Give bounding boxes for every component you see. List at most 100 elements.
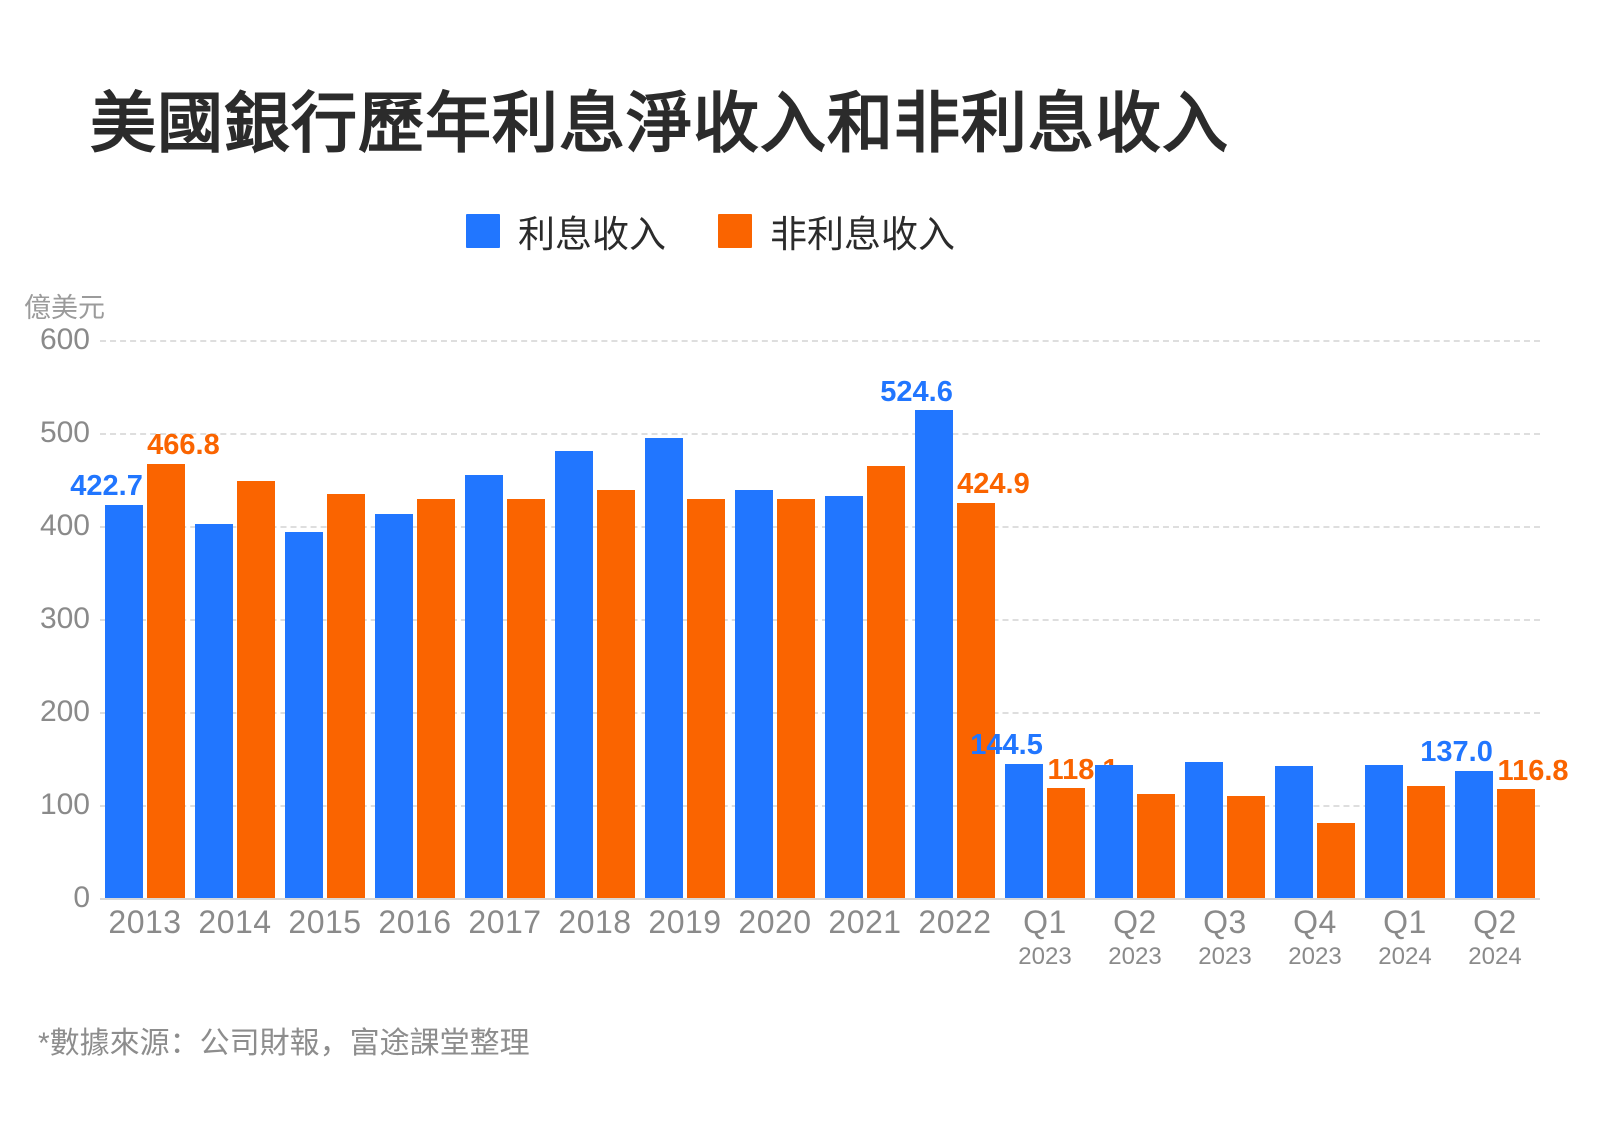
x-axis-label-main: Q3 [1203,904,1247,940]
bar-group: 144.5 118.1 [970,340,1119,898]
bar-noninterest-income[interactable] [327,494,365,898]
x-axis-label: 2013 [100,906,190,969]
bar-interest-income[interactable] [645,437,683,898]
bar-interest-income[interactable] [555,450,593,898]
x-axis-label: Q1 2024 [1360,906,1450,969]
x-axis-label-main: 2015 [288,904,362,940]
bar-interest-income[interactable]: 524.6 [880,376,953,898]
bar-interest-income[interactable] [195,524,233,898]
x-axis-label-main: 2020 [738,904,812,940]
gridline [100,805,1540,807]
y-axis-tick-label: 200 [39,695,90,728]
bar-noninterest-income[interactable] [1137,793,1175,898]
x-axis-label: 2015 [280,906,370,969]
bar-noninterest-income[interactable] [597,489,635,898]
bar-noninterest-income[interactable] [1227,795,1265,898]
bar-group: 137.0 116.8 [1420,340,1569,898]
bar-interest-income[interactable] [1095,764,1133,898]
bar-group: 524.6 424.9 [880,340,1030,898]
bar-interest-income[interactable] [465,474,503,898]
bar-group [370,340,460,898]
bar-interest-income[interactable]: 422.7 [70,471,143,898]
source-footnote: *數據來源：公司財報，富途課堂整理 [38,1027,530,1060]
bar-noninterest-income[interactable] [417,499,455,898]
bar-noninterest-income[interactable]: 466.8 [147,430,220,898]
x-axis-labels: 2013 2014 2015 2016 2017 2018 2019 2020 2021 2022… [100,906,1540,969]
bar-interest-income[interactable] [1275,765,1313,898]
legend-label-noninterest-income: 非利息收入 [770,214,955,255]
gridline [100,526,1540,528]
bar-noninterest-income[interactable] [1317,822,1355,898]
bar-interest-income[interactable] [285,531,323,898]
bar-noninterest-income[interactable] [237,481,275,898]
bar-interest-income[interactable] [1185,762,1223,898]
x-axis-label: 2022 [910,906,1000,969]
x-axis-label: Q1 2023 [1000,906,1090,969]
y-axis-tick-label: 100 [39,788,90,821]
bar-interest-income[interactable] [375,513,413,898]
x-axis-label-main: Q2 [1473,904,1517,940]
plot-area: 0 100 200 300 400 500 600 422.7 466.8 524.6 424.9… [0,323,1620,920]
bar-value-label: 524.6 [880,375,953,408]
x-axis-label-sub: 2023 [1108,943,1162,970]
x-axis-label-main: 2018 [558,904,632,940]
bar-group [190,340,280,898]
x-axis-label: 2019 [640,906,730,969]
x-axis-label-sub: 2024 [1468,943,1522,970]
y-axis-tick-label: 0 [73,881,90,914]
bar-noninterest-income[interactable]: 424.9 [957,469,1030,898]
x-axis-label-main: 2014 [198,904,272,940]
y-axis-unit-label: 億美元 [24,293,105,323]
legend-item-interest-income[interactable]: 利息收入 [466,204,666,258]
bar-noninterest-income[interactable] [507,499,545,898]
x-axis-label: 2014 [190,906,280,969]
x-axis-label-sub: 2023 [1288,943,1342,970]
y-axis-tick-label: 400 [39,509,90,542]
x-axis-label: Q2 2024 [1450,906,1540,969]
bar-value-label: 144.5 [970,729,1043,762]
bar-interest-income[interactable] [1365,765,1403,898]
bar-noninterest-income[interactable] [1407,786,1445,898]
x-axis-label-main: Q2 [1113,904,1157,940]
bar-interest-income[interactable]: 137.0 [1420,737,1493,898]
bar-group [280,340,370,898]
gridline [100,619,1540,621]
y-axis-tick-label: 500 [39,416,90,449]
bar-interest-income[interactable] [735,489,773,898]
x-axis-label: 2016 [370,906,460,969]
x-axis-label-main: Q1 [1023,904,1067,940]
x-axis-label-main: 2021 [828,904,902,940]
bar-interest-income[interactable] [825,496,863,898]
page-title: 美國銀行歷年利息淨收入和非利息收入 [90,86,1229,160]
bar-groups: 422.7 466.8 524.6 424.9 144.5 118.1 137.0 116.8 [70,340,1569,898]
legend-item-noninterest-income[interactable]: 非利息收入 [718,204,955,258]
bar-noninterest-income[interactable] [777,499,815,898]
bar-interest-income[interactable]: 144.5 [970,730,1043,898]
x-axis-label: 2017 [460,906,550,969]
bar-noninterest-income[interactable]: 118.1 [1047,754,1119,898]
x-axis-label-sub: 2023 [1018,943,1072,970]
gridline [100,712,1540,714]
bar-group [1360,340,1450,898]
bar-noninterest-income[interactable] [867,465,905,898]
x-axis-label-main: 2019 [648,904,722,940]
blue-square-icon [466,214,500,248]
bar-noninterest-income[interactable] [687,499,725,898]
bar-value-label: 137.0 [1420,736,1493,769]
bar-group [1180,340,1270,898]
x-axis-label: Q2 2023 [1090,906,1180,969]
bar-group [640,340,730,898]
bar-group [460,340,550,898]
x-axis-label: 2018 [550,906,640,969]
x-axis-label-main: 2022 [918,904,992,940]
x-axis-label: Q3 2023 [1180,906,1270,969]
x-axis-label-sub: 2024 [1378,943,1432,970]
x-axis-line [100,898,1540,900]
bar-noninterest-income[interactable]: 116.8 [1497,756,1569,898]
bar-group [730,340,820,898]
x-axis-label-main: 2013 [108,904,182,940]
bar-value-label: 466.8 [147,429,220,462]
x-axis-label: 2020 [730,906,820,969]
gridline [100,433,1540,435]
gridlines: 0 100 200 300 400 500 600 [0,323,1620,920]
